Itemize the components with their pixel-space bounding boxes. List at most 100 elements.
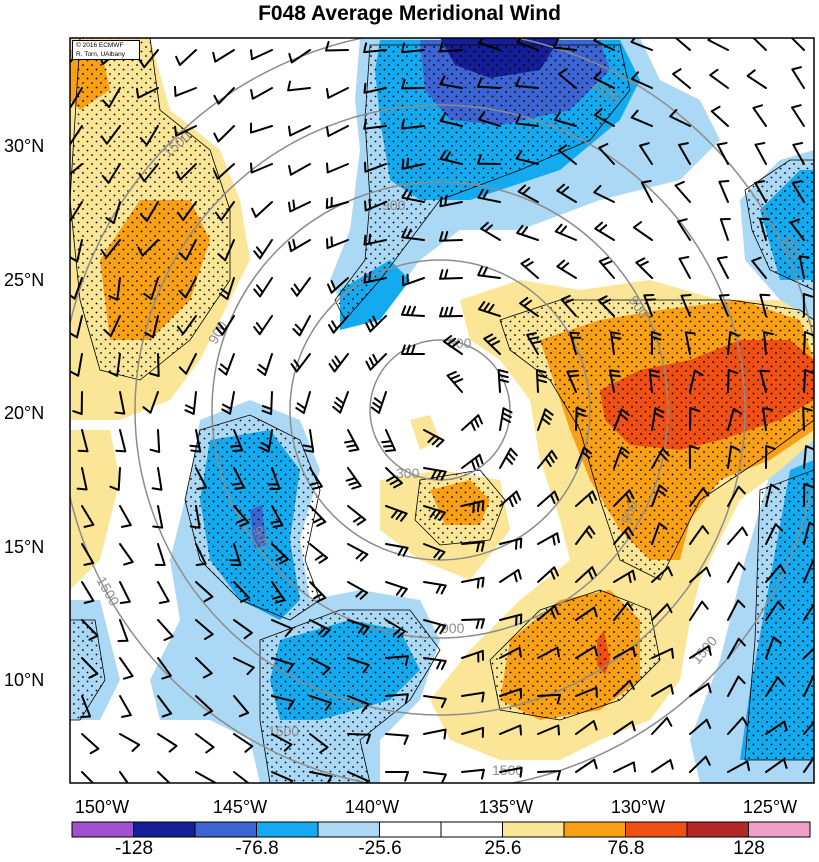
ring-label-900-north: 900 xyxy=(382,197,406,213)
wind-barb xyxy=(195,733,215,754)
wind-barb xyxy=(365,315,387,333)
colorbar xyxy=(71,821,811,838)
wind-barb xyxy=(143,277,159,300)
wind-barb xyxy=(295,391,311,415)
wind-barb xyxy=(253,315,273,336)
wind-barb xyxy=(119,657,134,680)
wind-barb xyxy=(302,429,315,453)
wind-barb xyxy=(270,505,284,528)
wind-barb xyxy=(537,449,558,469)
wind-barb xyxy=(176,315,197,335)
wind-barb xyxy=(575,720,598,735)
wind-barb xyxy=(803,483,814,507)
colorbar-label-2: -76.8 xyxy=(235,838,279,859)
wind-barb xyxy=(326,236,349,250)
wind-barb xyxy=(423,728,447,740)
colorbar-swatch xyxy=(502,821,565,838)
wind-barb xyxy=(221,391,235,415)
wind-barb xyxy=(727,407,743,431)
wind-barb xyxy=(151,467,163,491)
wind-barb xyxy=(423,429,445,448)
wind-barb xyxy=(461,768,485,780)
wind-barb xyxy=(752,104,767,127)
credit-box: © 2016 ECMWF R. Torn, UAlbany xyxy=(72,40,140,60)
wind-barb xyxy=(326,125,349,137)
wind-barb xyxy=(138,163,159,183)
wind-barb xyxy=(537,566,559,583)
wind-barb xyxy=(215,315,235,336)
wind-barb xyxy=(114,391,126,415)
wind-barb xyxy=(609,369,621,393)
wind-barb xyxy=(292,315,311,337)
wind-barb xyxy=(610,331,622,355)
wind-barb xyxy=(287,80,311,92)
wind-barb xyxy=(535,369,548,393)
wind-barb xyxy=(478,38,501,51)
wind-barb xyxy=(648,369,660,393)
wind-barb xyxy=(630,71,653,89)
wind-barb xyxy=(791,66,805,89)
wind-barb xyxy=(288,238,311,253)
wind-barb xyxy=(613,720,636,735)
wind-barb xyxy=(309,581,327,603)
colorbar-swatch xyxy=(71,821,134,838)
colorbar-swatch xyxy=(748,821,811,838)
wind-barb xyxy=(763,331,774,355)
wind-barb xyxy=(746,69,767,89)
wind-barb xyxy=(520,258,539,279)
wind-barb xyxy=(250,122,273,134)
wind-barb xyxy=(328,315,349,334)
wind-barb xyxy=(537,693,561,705)
wind-barb xyxy=(81,543,95,566)
wind-barb xyxy=(651,759,674,773)
wind-barb xyxy=(446,370,464,393)
wind-barb xyxy=(385,543,409,557)
wind-barb xyxy=(176,201,197,221)
wind-barb xyxy=(347,505,367,526)
wind-barb xyxy=(423,695,447,709)
wind-barb xyxy=(144,315,159,339)
wind-barb xyxy=(401,118,425,130)
wind-barb xyxy=(792,142,805,165)
wind-barb xyxy=(184,391,197,415)
wind-barb xyxy=(81,505,95,528)
wind-barb xyxy=(271,581,286,604)
wind-barb xyxy=(515,114,539,127)
wind-barb xyxy=(253,277,273,298)
wind-barb xyxy=(439,269,463,280)
wind-barb xyxy=(716,256,729,279)
wind-barb xyxy=(195,467,208,490)
wind-barb xyxy=(613,489,635,507)
colorbar-swatch xyxy=(686,821,749,838)
wind-barb xyxy=(537,604,560,621)
credit-line-2: R. Torn, UAlbany xyxy=(76,51,126,58)
colorbar-label-6: 128 xyxy=(733,838,765,859)
wind-barb xyxy=(718,180,730,203)
wind-barb xyxy=(651,484,668,507)
wind-barb xyxy=(178,239,197,261)
wind-barb xyxy=(256,353,273,376)
wind-barb xyxy=(81,657,99,679)
wind-barb xyxy=(727,369,739,393)
wind-barb xyxy=(718,294,730,317)
wind-barb xyxy=(385,733,409,745)
wind-barb xyxy=(345,467,362,490)
wind-barb xyxy=(175,163,197,181)
lat-label-15n: 15°N xyxy=(4,537,45,557)
wind-barb xyxy=(344,429,360,452)
colorbar-swatch xyxy=(317,821,380,838)
wind-barb xyxy=(689,566,712,583)
wind-barb xyxy=(325,40,349,52)
wind-barb xyxy=(139,125,159,146)
wind-barb xyxy=(328,353,349,373)
plot-area: 300 300 900 900 900 900 900 1500 1500 15… xyxy=(70,38,814,783)
wind-barb xyxy=(195,581,214,603)
wind-barb xyxy=(347,657,370,674)
wind-barb xyxy=(423,505,446,521)
wind-barb xyxy=(250,87,273,100)
wind-barb xyxy=(499,537,523,550)
wind-barb xyxy=(119,771,129,783)
wind-barb xyxy=(762,407,773,431)
wind-barb xyxy=(669,108,691,127)
